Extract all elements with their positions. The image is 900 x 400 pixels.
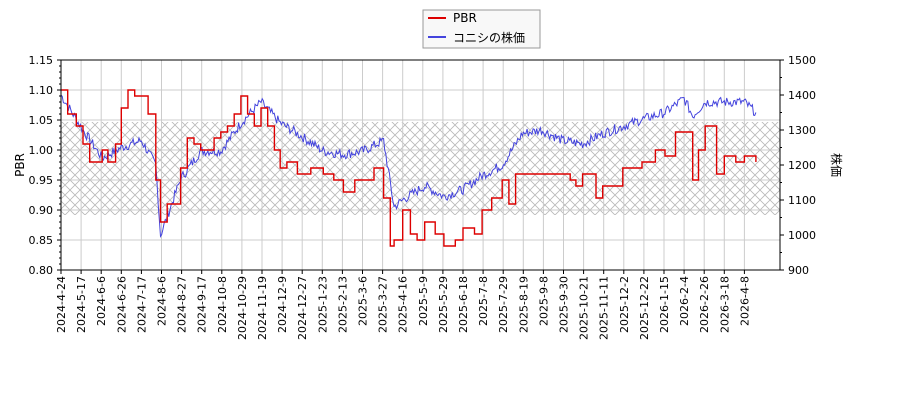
x-tick-label: 2025-7-29 <box>497 276 510 333</box>
x-tick-label: 2024-10-29 <box>236 276 249 340</box>
x-tick-label: 2025-2-13 <box>336 276 349 333</box>
x-tick-label: 2025-10-21 <box>578 276 591 340</box>
left-tick-label: 0.95 <box>29 174 54 187</box>
right-tick-label: 1400 <box>788 89 816 102</box>
right-tick-label: 1500 <box>788 54 816 67</box>
right-y-axis: 900 1000 1100 1200 1300 1400 1500 <box>780 54 816 277</box>
x-tick-label: 2025-9-8 <box>537 276 550 326</box>
x-tick-label: 2024-11-19 <box>256 276 269 340</box>
x-tick-label: 2024-8-6 <box>156 276 169 326</box>
x-tick-label: 2024-8-27 <box>176 276 189 333</box>
x-tick-label: 2026-2-4 <box>678 276 691 326</box>
left-tick-label: 1.15 <box>29 54 54 67</box>
shaded-band <box>61 122 780 215</box>
x-tick-label: 2024-9-17 <box>196 276 209 333</box>
legend: PBR コニシの株価 <box>422 9 541 49</box>
plot-area <box>60 59 781 271</box>
left-tick-label: 0.80 <box>29 264 54 277</box>
x-tick-label: 2024-12-9 <box>276 276 289 333</box>
legend-price-label: コニシの株価 <box>453 30 525 45</box>
x-tick-label: 2025-4-16 <box>397 276 410 333</box>
x-tick-label: 2025-8-19 <box>517 276 530 333</box>
price-series-line <box>61 94 757 238</box>
x-tick-label: 2026-1-15 <box>658 276 671 333</box>
left-tick-label: 1.10 <box>29 84 54 97</box>
right-tick-label: 900 <box>788 264 809 277</box>
x-tick-label: 2025-3-6 <box>357 276 370 326</box>
right-tick-label: 1200 <box>788 159 816 172</box>
right-tick-label: 1300 <box>788 124 816 137</box>
pbr-series-line <box>61 89 757 247</box>
x-tick-label: 2025-12-22 <box>638 276 651 340</box>
x-tick-label: 2024-6-26 <box>115 276 128 333</box>
x-tick-label: 2024-4-24 <box>55 276 68 333</box>
x-tick-label: 2025-3-27 <box>377 276 390 333</box>
x-tick-label: 2024-12-27 <box>296 276 309 340</box>
x-tick-label: 2025-7-8 <box>477 276 490 326</box>
x-tick-label: 2026-2-26 <box>698 276 711 333</box>
x-tick-label: 2025-5-29 <box>437 276 450 333</box>
x-tick-label: 2025-11-11 <box>598 276 611 340</box>
x-tick-label: 2025-9-30 <box>558 276 571 333</box>
x-tick-label: 2026-3-18 <box>718 276 731 333</box>
x-tick-label: 2025-1-23 <box>316 276 329 333</box>
x-tick-label: 2026-4-8 <box>738 276 751 326</box>
x-tick-label: 2024-7-17 <box>135 276 148 333</box>
x-tick-label: 2024-10-8 <box>216 276 229 333</box>
left-tick-label: 0.85 <box>29 234 54 247</box>
x-tick-label: 2025-12-2 <box>618 276 631 333</box>
x-tick-label: 2024-5-17 <box>75 276 88 333</box>
right-tick-label: 1000 <box>788 229 816 242</box>
right-axis-title: 株価 <box>829 153 844 177</box>
left-y-axis: 0.80 0.85 0.90 0.95 1.00 1.05 1.10 1.15 <box>29 54 61 277</box>
left-axis-title: PBR <box>13 153 27 177</box>
left-tick-label: 1.00 <box>29 144 54 157</box>
x-tick-label: 2025-5-9 <box>417 276 430 326</box>
x-axis: 2024-4-24 2024-5-17 2024-6-6 2024-6-26 2024-… <box>55 270 751 340</box>
x-tick-label: 2025-6-18 <box>457 276 470 333</box>
legend-pbr-label: PBR <box>453 11 477 25</box>
left-tick-label: 1.05 <box>29 114 54 127</box>
right-tick-label: 1100 <box>788 194 816 207</box>
x-tick-label: 2024-6-6 <box>95 276 108 326</box>
left-tick-label: 0.90 <box>29 204 54 217</box>
